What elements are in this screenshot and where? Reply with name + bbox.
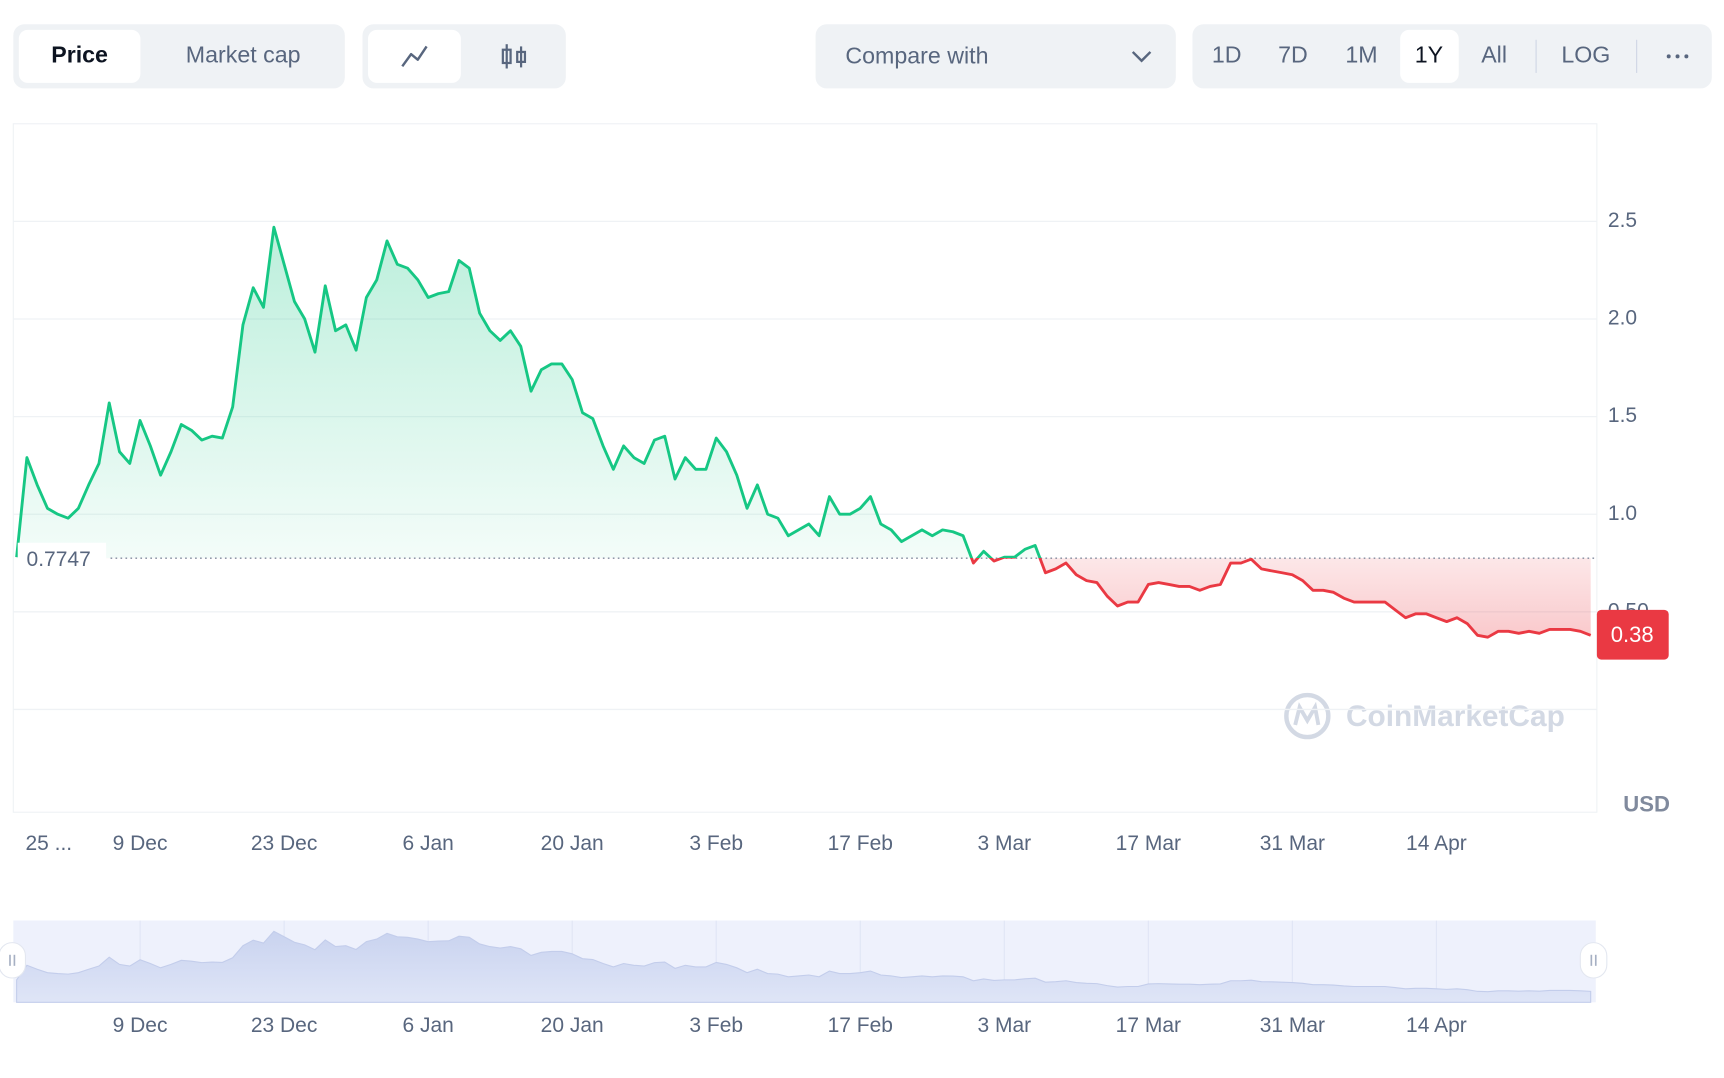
navigator-label: 14 Apr	[1406, 1014, 1467, 1037]
reference-label: 0.7747	[27, 548, 91, 571]
navigator-label: 6 Jan	[402, 1014, 453, 1037]
price-badge-label: 0.38	[1611, 622, 1654, 647]
x-tick-label: 17 Mar	[1116, 832, 1181, 855]
compare-label: Compare with	[845, 43, 988, 69]
range-all[interactable]: All	[1481, 41, 1507, 67]
y-tick-label: 1.5	[1608, 404, 1637, 427]
x-tick-label: 3 Feb	[689, 832, 743, 855]
x-tick-label: 6 Jan	[402, 832, 453, 855]
compare-select[interactable]	[815, 24, 1176, 89]
more-button[interactable]	[1666, 54, 1689, 59]
navigator-label: 3 Mar	[977, 1014, 1031, 1037]
tab-price[interactable]: Price	[51, 41, 108, 67]
x-tick-label: 31 Mar	[1260, 832, 1325, 855]
log-toggle[interactable]: LOG	[1561, 41, 1610, 67]
navigator-label: 17 Feb	[828, 1014, 893, 1037]
navigator-label: 31 Mar	[1260, 1014, 1325, 1037]
x-tick-label: 3 Mar	[977, 832, 1031, 855]
navigator-label: 9 Dec	[113, 1014, 168, 1037]
x-tick-label: 14 Apr	[1406, 832, 1467, 855]
reference-label-bg	[17, 542, 107, 574]
y-tick-label: 2.0	[1608, 307, 1637, 330]
tab-market-cap[interactable]: Market cap	[186, 41, 301, 67]
range-1m[interactable]: 1M	[1345, 41, 1377, 67]
x-tick-label: 25 ...	[25, 832, 72, 855]
x-tick-label: 17 Feb	[828, 832, 893, 855]
navigator-handle[interactable]	[0, 942, 27, 979]
x-tick-label: 23 Dec	[251, 832, 317, 855]
plot-frame	[12, 123, 1598, 813]
candle-icon[interactable]	[501, 44, 527, 69]
navigator-handle[interactable]	[1579, 942, 1608, 979]
range-1y[interactable]: 1Y	[1415, 41, 1443, 67]
price-line	[15, 225, 1592, 639]
navigator-label: 3 Feb	[689, 1014, 743, 1037]
line-icon	[401, 45, 428, 68]
y-tick-label: 1.0	[1608, 502, 1637, 525]
chevron	[1131, 51, 1152, 63]
x-tick-label: 9 Dec	[113, 832, 168, 855]
navigator-label: 23 Dec	[251, 1014, 317, 1037]
range-1d[interactable]: 1D	[1212, 41, 1242, 67]
currency-label: USD	[1623, 791, 1670, 816]
navigator-area	[16, 930, 1592, 1003]
watermark: CoinMarketCap	[1284, 692, 1565, 740]
tab-active	[18, 29, 141, 83]
navigator-label: 17 Mar	[1116, 1014, 1181, 1037]
x-tick-label: 20 Jan	[541, 832, 604, 855]
navigator-label: 20 Jan	[541, 1014, 604, 1037]
handle-body	[0, 942, 27, 979]
range-active	[1400, 29, 1459, 83]
y-tick-label: 2.5	[1608, 209, 1637, 232]
price-area	[16, 227, 1591, 638]
range-7d[interactable]: 7D	[1278, 41, 1308, 67]
watermark-text: CoinMarketCap	[1346, 700, 1565, 733]
handle-body	[1579, 942, 1608, 979]
price-badge	[1596, 609, 1669, 660]
